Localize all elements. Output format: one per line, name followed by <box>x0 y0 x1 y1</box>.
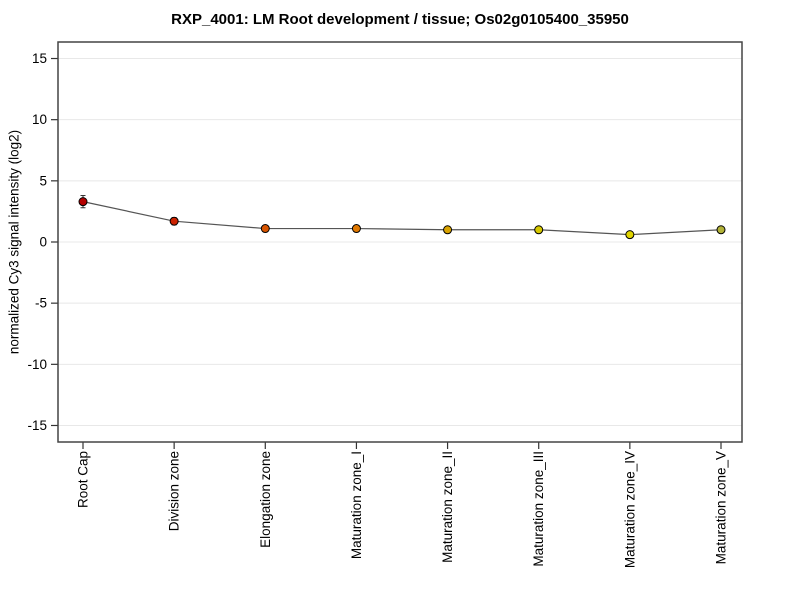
data-point <box>78 197 88 207</box>
y-tick-label: -15 <box>27 418 47 433</box>
data-point <box>625 230 635 240</box>
y-tick-label: -10 <box>27 357 47 372</box>
x-tick-label: Maturation zone_II <box>440 451 455 563</box>
y-tick-label: 5 <box>39 173 47 188</box>
data-point <box>443 225 453 235</box>
data-point <box>351 224 361 234</box>
series-line <box>82 201 722 236</box>
x-tick-label: Division zone <box>167 451 182 531</box>
y-tick-label: 10 <box>32 112 47 127</box>
x-tick-label: Elongation zone <box>258 451 273 548</box>
y-tick-label: 0 <box>39 235 47 250</box>
x-tick-label: Maturation zone_IV <box>622 451 637 568</box>
data-point <box>716 225 726 235</box>
x-tick-label: Maturation zone_V <box>714 451 729 564</box>
data-point <box>534 225 544 235</box>
plot-frame <box>57 41 743 443</box>
data-point <box>260 224 270 234</box>
x-tick-label: Maturation zone_III <box>531 451 546 567</box>
chart-title: RXP_4001: LM Root development / tissue; … <box>171 11 629 28</box>
data-point <box>169 216 179 226</box>
x-tick-label: Root Cap <box>76 451 91 508</box>
y-tick-label: 15 <box>32 51 47 66</box>
x-tick-label: Maturation zone_I <box>349 451 364 559</box>
y-tick-label: -5 <box>35 296 47 311</box>
